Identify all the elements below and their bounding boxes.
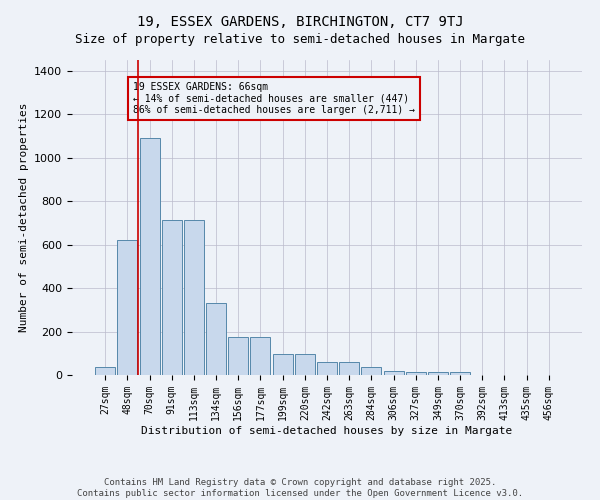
X-axis label: Distribution of semi-detached houses by size in Margate: Distribution of semi-detached houses by … <box>142 426 512 436</box>
Bar <box>250 337 271 375</box>
Bar <box>95 368 115 375</box>
Bar <box>140 138 160 375</box>
Y-axis label: Number of semi-detached properties: Number of semi-detached properties <box>19 103 29 332</box>
Bar <box>272 354 293 375</box>
Bar <box>184 220 204 375</box>
Bar <box>383 370 404 375</box>
Bar <box>118 240 137 375</box>
Bar <box>450 372 470 375</box>
Bar <box>406 372 426 375</box>
Bar <box>295 354 315 375</box>
Bar <box>428 372 448 375</box>
Text: Size of property relative to semi-detached houses in Margate: Size of property relative to semi-detach… <box>75 32 525 46</box>
Text: 19 ESSEX GARDENS: 66sqm
← 14% of semi-detached houses are smaller (447)
86% of s: 19 ESSEX GARDENS: 66sqm ← 14% of semi-de… <box>133 82 415 116</box>
Text: Contains HM Land Registry data © Crown copyright and database right 2025.
Contai: Contains HM Land Registry data © Crown c… <box>77 478 523 498</box>
Bar <box>317 362 337 375</box>
Bar <box>339 362 359 375</box>
Bar <box>206 304 226 375</box>
Text: 19, ESSEX GARDENS, BIRCHINGTON, CT7 9TJ: 19, ESSEX GARDENS, BIRCHINGTON, CT7 9TJ <box>137 15 463 29</box>
Bar <box>361 368 382 375</box>
Bar <box>228 337 248 375</box>
Bar <box>162 220 182 375</box>
